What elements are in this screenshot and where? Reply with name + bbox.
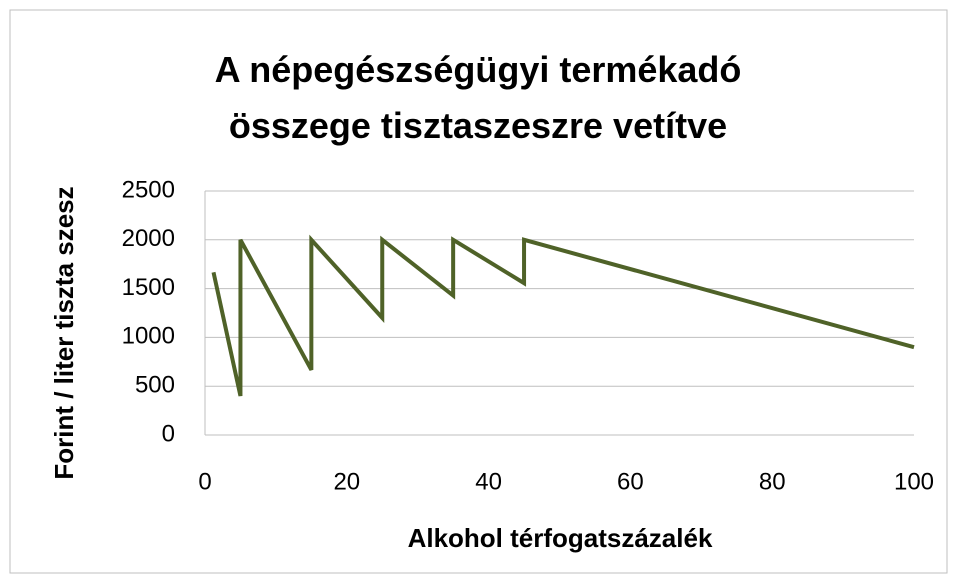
x-tick-label: 20 (333, 468, 360, 495)
x-axis-label: Alkohol térfogatszázalék (408, 523, 713, 553)
x-tick-label: 100 (894, 468, 934, 495)
y-tick-label: 2500 (122, 176, 175, 203)
x-tick-label: 40 (475, 468, 502, 495)
y-tick-label: 500 (135, 372, 175, 399)
chart-border (9, 9, 948, 574)
y-tick-label: 2000 (122, 225, 175, 252)
x-tick-label: 0 (198, 468, 211, 495)
y-tick-label: 1500 (122, 274, 175, 301)
y-tick-label: 1000 (122, 323, 175, 350)
x-tick-label: 80 (759, 468, 786, 495)
y-axis-label: Forint / liter tiszta szesz (49, 186, 79, 479)
data-line (211, 234, 915, 397)
chart-title: A népegészségügyi termékadó összege tisz… (214, 49, 742, 146)
x-tick-label: 60 (617, 468, 644, 495)
y-tick-label: 0 (162, 420, 175, 447)
